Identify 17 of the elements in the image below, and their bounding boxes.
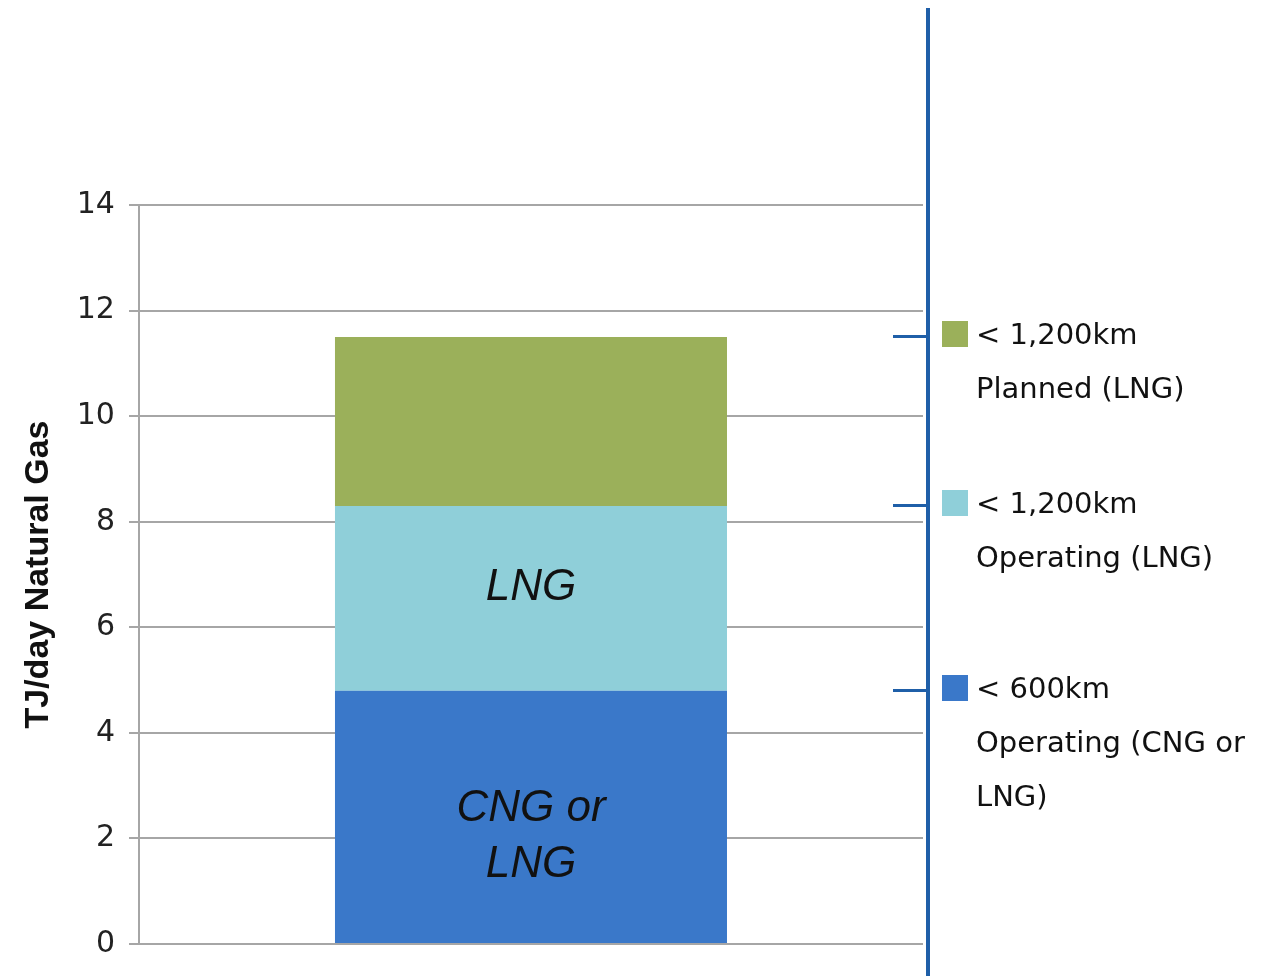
y-tick-label: 4 [95,712,115,748]
annotation: CNG or LNG [456,781,608,887]
y-tick-label: 6 [95,607,115,643]
bar [334,336,727,506]
y-tick-label: 12 [76,290,115,326]
y-axis-title: TJ/day Natural Gas [16,420,55,729]
y-tick-label: 0 [95,923,115,959]
y-tick-label: 8 [95,501,115,537]
legend-label: < 1,200km Planned (LNG) [976,315,1186,407]
y-tick-label: 10 [76,395,115,431]
legend-label: < 1,200km Operating (LNG) [976,484,1215,576]
bar [334,505,727,691]
bar [334,690,727,943]
y-tick-label: 2 [95,818,115,854]
y-tick-label: 14 [76,184,115,220]
legend-label: < 600km Operating (CNG or LNG) [976,669,1246,815]
annotation: LNG [485,560,577,610]
